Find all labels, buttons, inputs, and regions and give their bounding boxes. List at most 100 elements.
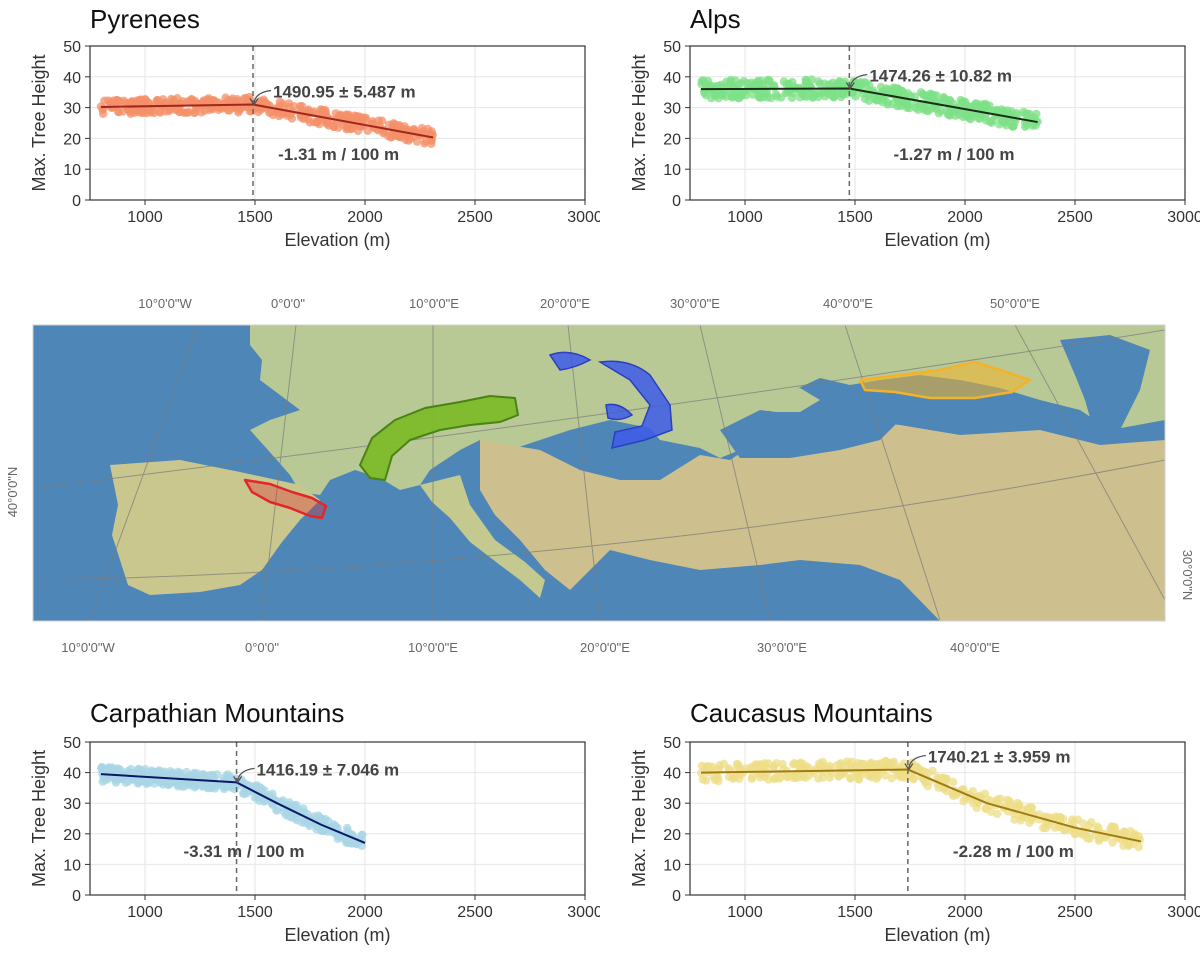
breakpoint-label: 1416.19 ± 7.046 m (257, 760, 400, 779)
y-tick-label: 0 (72, 888, 81, 905)
data-point (1087, 818, 1096, 827)
data-point (1078, 819, 1088, 828)
data-point (147, 766, 156, 775)
data-point (335, 832, 344, 841)
y-tick-label: 30 (663, 796, 681, 813)
data-point (296, 113, 306, 122)
data-point (887, 774, 896, 783)
breakpoint-arrowhead (845, 82, 855, 90)
data-point (329, 820, 339, 829)
data-point (1108, 822, 1118, 832)
data-point (112, 764, 122, 773)
data-point (748, 90, 758, 99)
chart-title: Caucasus Mountains (690, 698, 933, 728)
data-point (170, 100, 179, 109)
data-point (336, 110, 345, 120)
data-point (123, 766, 133, 776)
y-tick-label: 40 (63, 70, 81, 87)
x-tick-label: 1500 (237, 209, 273, 226)
x-tick-label: 3000 (1167, 904, 1200, 921)
map-label-bottom-2: 10°0'0"E (408, 640, 458, 655)
breakpoint-arrow (908, 754, 926, 769)
y-tick-label: 50 (63, 39, 81, 56)
data-point (881, 771, 890, 780)
fit-line (100, 103, 434, 139)
data-point (757, 85, 767, 95)
data-point (828, 92, 838, 101)
data-point (104, 96, 113, 105)
slope-label: -3.31 m / 100 m (184, 842, 305, 861)
chart-title: Alps (690, 4, 741, 34)
y-axis-label: Max. Tree Height (629, 750, 649, 887)
data-point (832, 761, 841, 770)
data-point (948, 99, 958, 108)
data-point (98, 109, 108, 119)
map-region-carpathians (548, 351, 673, 450)
map-land-crimea (760, 388, 820, 412)
data-point (747, 78, 756, 87)
data-point (703, 76, 713, 86)
y-tick-label: 0 (672, 888, 681, 905)
data-point (1130, 831, 1140, 840)
data-point (754, 769, 763, 778)
map-region-pyrenees (243, 478, 328, 520)
data-point (731, 772, 740, 781)
data-point (183, 779, 193, 789)
data-point (113, 774, 123, 783)
x-tick-label: 3000 (567, 904, 600, 921)
data-point (284, 99, 294, 108)
breakpoint-arrowhead (904, 763, 914, 771)
data-point (741, 91, 751, 100)
data-point (368, 117, 377, 126)
data-point (287, 114, 297, 123)
data-point (112, 96, 122, 105)
data-point (1013, 798, 1022, 808)
data-point (730, 83, 739, 92)
x-tick-label: 2500 (1057, 209, 1093, 226)
data-point (814, 92, 823, 102)
data-point (152, 96, 161, 106)
data-point (912, 762, 922, 772)
x-axis-label: Elevation (m) (884, 925, 990, 945)
map-black-sea (720, 395, 900, 458)
data-point (778, 759, 787, 769)
data-point (256, 105, 265, 114)
data-point (764, 759, 773, 768)
plot-frame (89, 45, 586, 201)
data-point (1006, 799, 1015, 808)
map-label-bottom-0: 10°0'0"W (61, 640, 115, 655)
data-point (842, 757, 852, 766)
map-label-top-2: 10°0'0"E (409, 296, 459, 311)
x-tick-label: 1500 (837, 904, 873, 921)
data-point (958, 112, 968, 122)
map-label-bottom-3: 20°0'0"E (580, 640, 630, 655)
data-point (981, 99, 990, 109)
map-label-left: 40°0'0"N (5, 467, 20, 518)
data-point (781, 88, 791, 98)
data-point (697, 761, 707, 771)
y-tick-label: 20 (663, 827, 681, 844)
y-tick-label: 40 (663, 766, 681, 783)
data-point (808, 92, 817, 102)
data-point (936, 106, 946, 116)
chart-title: Pyrenees (90, 4, 200, 34)
data-point (273, 108, 282, 117)
fit-line (700, 768, 1142, 843)
data-point (909, 774, 919, 783)
data-point (715, 760, 724, 770)
map-label-top-5: 40°0'0"E (823, 296, 873, 311)
data-point (873, 772, 882, 782)
y-tick-label: 10 (663, 162, 681, 179)
fit-line (700, 87, 1038, 124)
x-tick-label: 3000 (1167, 209, 1200, 226)
data-point (1108, 838, 1117, 847)
y-tick-label: 30 (63, 796, 81, 813)
data-point (998, 117, 1007, 126)
data-point (319, 816, 328, 825)
data-point (714, 777, 723, 786)
map-label-bottom-4: 30°0'0"E (757, 640, 807, 655)
map-land-north-europe (250, 325, 1165, 495)
data-point (290, 813, 300, 823)
data-point (1054, 814, 1063, 823)
breakpoint-arrow (236, 767, 255, 782)
